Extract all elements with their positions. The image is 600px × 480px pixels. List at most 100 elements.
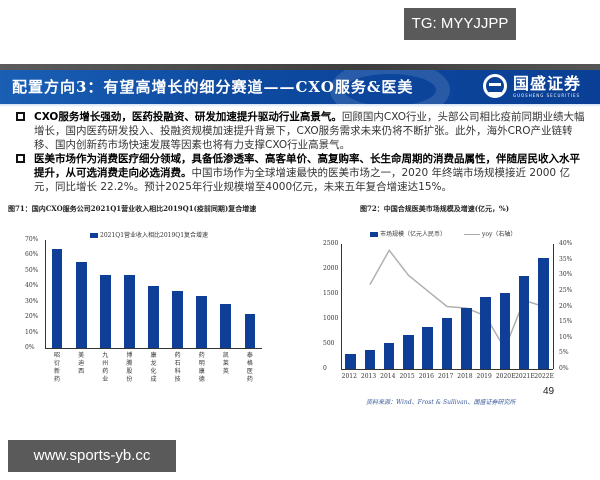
bullet-lead: CXO服务增长强劲，医药投融资、研发加速提升驱动行业高景气。 [34, 111, 342, 123]
x-category-label: 2019 [476, 373, 492, 380]
x-category-label: 泰格医药 [246, 352, 253, 383]
y-tick-label: 60% [25, 251, 39, 259]
bullet-list: CXO服务增长强劲，医药投融资、研发加速提升驱动行业高景气。回顾国内CXO行业，… [14, 110, 590, 194]
bar-博腾股份 [123, 275, 135, 348]
y-axis [45, 240, 46, 348]
y-right-tick-label: 10% [559, 333, 573, 341]
bar-药明康德 [196, 295, 208, 348]
bar-药石科技 [172, 290, 184, 348]
company-logo: 国盛证券 GUOSHENG SECURITIES [483, 74, 581, 98]
x-category-label: 2018 [457, 373, 473, 380]
y-tick-label: 0% [25, 344, 35, 351]
chart1-legend: 2021Q1营业收入相比2019Q1复合增速 [90, 230, 208, 239]
x-category-label: 美迪西 [78, 352, 85, 375]
x-category-label: 药明康德 [198, 352, 205, 383]
figure-72-title: 图72：中国合规医美市场规模及增速(亿元，%) [360, 204, 510, 213]
x-category-label: 昭衍新药 [54, 352, 61, 383]
chart-cxo-growth: 2021Q1营业收入相比2019Q1复合增速 70% 60% 50% 40% 30% 20… [0, 64, 300, 410]
x-category-label: 2020E [495, 373, 516, 380]
y-tick-label: 40% [25, 282, 39, 290]
y-tick-label: 70% [25, 236, 39, 243]
y-axis-left [341, 244, 342, 369]
legend-line-icon [464, 234, 481, 235]
y-right-tick-label: 20% [559, 302, 573, 310]
legend-label: yoy（右轴） [482, 231, 517, 238]
logo-text-cn: 国盛证券 [513, 73, 582, 93]
y-right-tick-label: 15% [559, 318, 573, 326]
slide-title: 配置方向3：有望高增长的细分赛道——CXO服务&医美 [12, 78, 414, 96]
x-category-label: 药石科技 [174, 352, 181, 383]
x-axis [341, 369, 553, 370]
slide: 配置方向3：有望高增长的细分赛道——CXO服务&医美 国盛证券 GUOSHENG… [0, 64, 600, 410]
source-note: 资料来源：Wind、Frost & Sullivan、国盛证券研究所 [366, 399, 516, 406]
legend-swatch-icon [370, 232, 378, 237]
bullet-aesthetic: 医美市场作为消费医疗细分领域，具备低渗透率、高客单价、高复购率、长生命周期的消费… [14, 152, 590, 194]
y-left-tick-label: 1500 [323, 290, 339, 297]
y-right-tick-label: 0% [559, 365, 569, 372]
bar-2013 [364, 349, 376, 369]
header-band: 配置方向3：有望高增长的细分赛道——CXO服务&医美 国盛证券 GUOSHENG… [0, 70, 600, 104]
x-category-label: 2016 [418, 373, 434, 380]
bar-2014 [383, 342, 395, 369]
y-right-tick-label: 35% [559, 255, 573, 263]
y-right-tick-label: 40% [559, 240, 573, 247]
bullet-lead: 医美市场作为消费医疗细分领域，具备低渗透率、高客单价、高复购率、长生命周期的消费… [34, 153, 580, 179]
figure-71-title: 图71：国内CXO服务公司2021Q1营业收入相比2019Q1(疫前同期)复合增… [8, 204, 257, 213]
chart2-legend: 市场规模（亿元人民币） yoy（右轴） [370, 229, 516, 238]
legend-label: 2021Q1营业收入相比2019Q1复合增速 [100, 232, 209, 239]
x-category-label: 博腾股份 [126, 352, 133, 383]
watermark-top: TG: MYYJJPP [404, 8, 516, 40]
x-axis [45, 348, 262, 349]
bar-2015 [403, 334, 414, 369]
y-tick-label: 10% [25, 328, 39, 336]
header-rule [0, 104, 600, 107]
bar-2022E [538, 257, 549, 369]
bar-2012 [345, 353, 356, 369]
bar-凯莱英 [220, 304, 232, 348]
legend-swatch-icon [90, 233, 98, 238]
yoy-line [369, 248, 544, 351]
x-category-label: 2021E [515, 373, 535, 380]
y-left-tick-label: 2000 [323, 265, 339, 272]
bullet-text: 中国市场作为全球增速最快的医美市场之一，2020 年终端市场规模接近 2000 … [34, 167, 570, 193]
y-left-tick-label: 2500 [323, 240, 339, 247]
checkbox-square-icon [16, 154, 25, 163]
y-right-tick-label: 5% [559, 349, 569, 357]
x-category-label: 2013 [360, 373, 377, 380]
y-axis-right [553, 244, 554, 369]
x-category-label: 2012 [341, 373, 357, 380]
x-category-label: 九州药业 [102, 352, 109, 383]
y-right-tick-label: 25% [559, 286, 573, 294]
y-tick-label: 20% [25, 313, 39, 321]
y-right-tick-label: 30% [559, 271, 573, 279]
bullet-cxo: CXO服务增长强劲，医药投融资、研发加速提升驱动行业高景气。回顾国内CXO行业，… [14, 110, 590, 152]
x-category-label: 2017 [438, 373, 454, 380]
bullet-text: 回顾国内CXO行业，头部公司相比疫前同期业绩大幅增长，国内医药研发投入、投融资规… [34, 111, 585, 151]
bar-2018 [460, 307, 472, 369]
bar-2017 [441, 317, 453, 369]
watermark-bottom: www.sports-yb.cc [8, 440, 176, 472]
bar-泰格医药 [244, 314, 256, 348]
x-category-label: 2014 [380, 373, 396, 380]
bar-康龙化成 [148, 286, 159, 348]
legend-label: 市场规模（亿元人民币） [380, 231, 447, 238]
checkbox-square-icon [16, 112, 25, 121]
y-left-tick-label: 1000 [323, 315, 339, 322]
x-category-label: 凯莱英 [222, 352, 229, 375]
x-category-label: 康龙化成 [150, 352, 157, 383]
header-strip [0, 64, 600, 70]
x-category-label: 2015 [399, 373, 415, 380]
bar-2020E [499, 292, 511, 369]
y-left-tick-label: 0 [323, 365, 327, 372]
logo-mark-icon [483, 74, 507, 98]
bar-2016 [422, 326, 434, 369]
bar-九州药业 [99, 275, 111, 348]
bar-昭衍新药 [51, 249, 63, 348]
page-number: 49 [543, 386, 555, 397]
logo-text-en: GUOSHENG SECURITIES [513, 92, 581, 98]
x-category-label: 2022E [534, 373, 555, 380]
chart-aesthetic-market: 市场规模（亿元人民币） yoy（右轴） 2500 2000 1500 1000 500 0 4… [0, 64, 600, 410]
bar-2019 [480, 297, 491, 369]
y-tick-label: 50% [25, 266, 39, 274]
bar-美迪西 [75, 261, 87, 348]
